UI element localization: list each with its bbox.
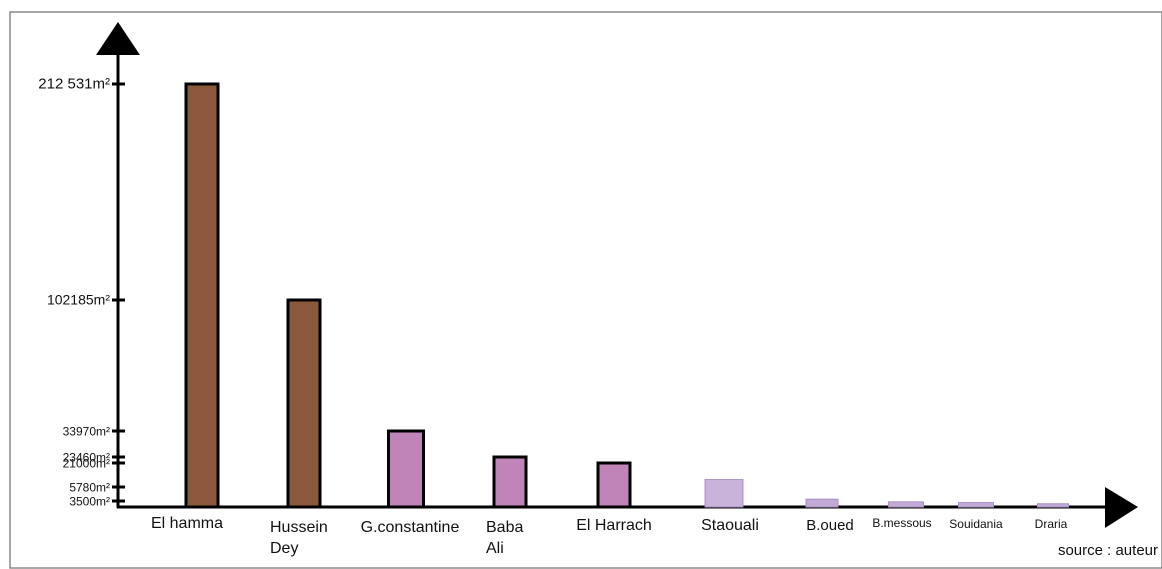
bar-el-harrach [596, 461, 632, 509]
bar-staouali [704, 479, 744, 508]
x-labels: El hamma Hussein Dey G.constantine Baba Ali El… [151, 515, 1068, 557]
y-tick-label: 21000m² [63, 457, 110, 471]
chart-border [9, 11, 1162, 569]
y-tick-label: 5780m² [69, 481, 110, 495]
x-tick-label: B.messous [872, 516, 931, 530]
x-tick-label: Hussein [270, 519, 328, 536]
y-tick-label: 212 531m² [38, 76, 110, 93]
bar-b-oued [805, 498, 839, 508]
x-tick-label: Baba [486, 519, 523, 536]
x-tick-label: B.oued [806, 517, 854, 534]
bar-draria [1037, 503, 1069, 508]
y-tick-label: 3500m² [69, 495, 110, 509]
y-axis-arrow [96, 22, 140, 55]
x-tick-label: El Harrach [576, 517, 652, 534]
bars [184, 82, 1069, 509]
bar-baba-ali [492, 455, 528, 509]
bar-g-constantine [387, 429, 425, 509]
bar-b-messous [888, 501, 924, 508]
x-tick-label: Dey [270, 540, 298, 557]
x-tick-label: G.constantine [361, 519, 460, 536]
y-tick-label: 23460m² [63, 451, 110, 465]
y-tick-label: 33970m² [63, 425, 110, 439]
x-tick-label: El hamma [151, 515, 223, 532]
bar-el-hamma [184, 82, 220, 509]
x-tick-label: Ali [486, 540, 504, 557]
bar-hussein-dey [286, 298, 322, 509]
x-tick-label: Draria [1035, 517, 1068, 531]
x-tick-label: Staouali [701, 517, 759, 534]
bar-souidania [958, 502, 994, 508]
x-tick-label: Souidania [949, 517, 1003, 531]
x-axis-arrow [1105, 487, 1138, 528]
axes [96, 22, 1138, 528]
source-note: source : auteur [1057, 542, 1158, 559]
y-tick-label: 102185m² [47, 292, 110, 308]
